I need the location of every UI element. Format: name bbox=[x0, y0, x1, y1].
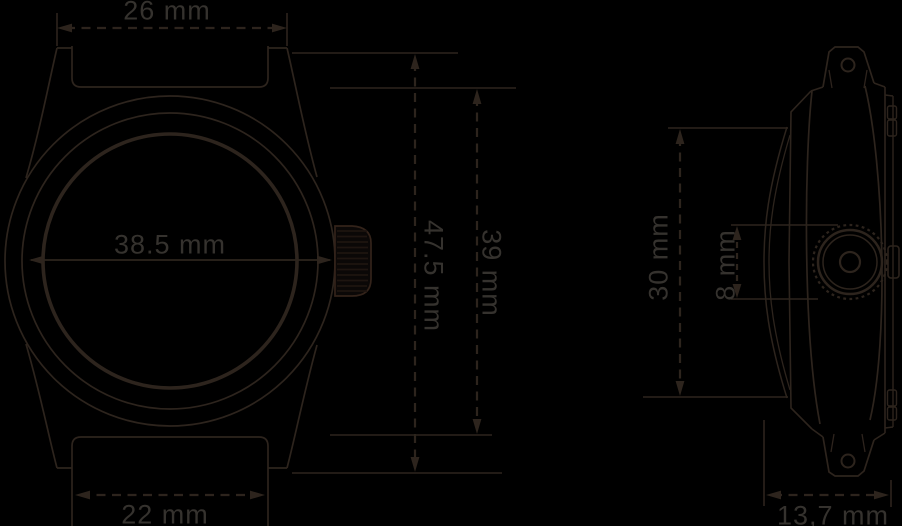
dimension-label-crown-diameter: 8 mm bbox=[710, 229, 741, 301]
dimension-label-thickness: 13,7 mm bbox=[776, 500, 890, 526]
front-view-dimensions bbox=[29, 13, 516, 500]
springbar-hole-top bbox=[840, 57, 856, 73]
dimension-label-strap-width-bottom: 22 mm bbox=[121, 499, 209, 526]
dial-opening-circle bbox=[41, 132, 299, 390]
crown-knurling bbox=[337, 230, 368, 292]
dimension-label-lug-width-top: 26 mm bbox=[123, 0, 211, 26]
arrow-left bbox=[57, 23, 72, 33]
lug-outer-bottom-left bbox=[25, 343, 58, 469]
bezel-circle bbox=[21, 112, 319, 410]
dimension-label-dial-diameter: 38.5 mm bbox=[113, 229, 227, 260]
crystal-arc-outer bbox=[763, 126, 788, 399]
case-curve-left bbox=[805, 90, 821, 425]
strap-bottom bbox=[71, 436, 269, 526]
case-band-side bbox=[788, 90, 813, 430]
lug-outer-top-left bbox=[25, 47, 58, 179]
dimension-label-case-height: 30 mm bbox=[643, 213, 674, 301]
dimension-label-case-diameter: 39 mm bbox=[476, 229, 507, 317]
springbar-hole-bottom bbox=[840, 453, 856, 469]
side-view-dimensions bbox=[643, 127, 892, 507]
lug-outer-bottom-right bbox=[286, 344, 318, 469]
front-view-outline bbox=[4, 46, 372, 526]
strap-top bbox=[71, 46, 269, 88]
arrow-right bbox=[272, 23, 287, 33]
crystal-arc-inner bbox=[768, 134, 791, 391]
dimension-label-lug-to-lug: 47.5 mm bbox=[418, 219, 449, 333]
crown-front bbox=[334, 225, 372, 297]
lug-outer-top-right bbox=[286, 47, 318, 178]
case-outer-circle bbox=[4, 95, 336, 427]
side-view-outline bbox=[763, 46, 900, 477]
crown-side-face bbox=[811, 223, 889, 301]
